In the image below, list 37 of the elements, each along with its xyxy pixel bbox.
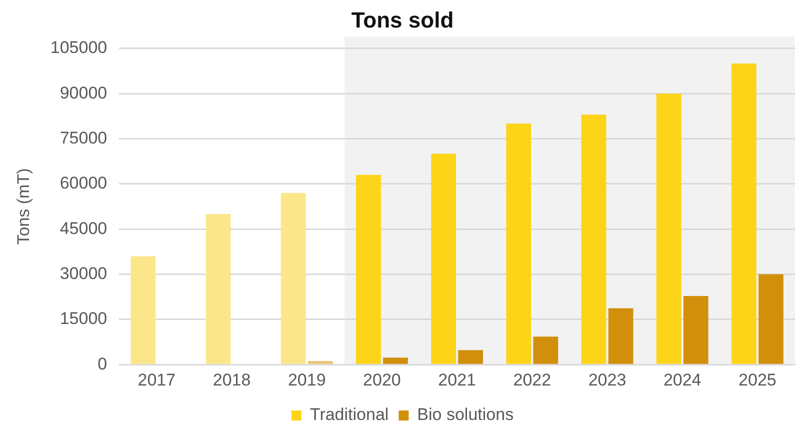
x-tick-label: 2021 bbox=[438, 370, 476, 390]
y-tick-label: 15000 bbox=[60, 309, 108, 328]
y-tick-label: 75000 bbox=[60, 128, 108, 148]
y-tick-label: 45000 bbox=[60, 218, 108, 238]
x-tick-label: 2020 bbox=[363, 370, 401, 390]
x-tick-label: 2024 bbox=[663, 370, 702, 390]
x-tick-label: 2019 bbox=[288, 370, 326, 390]
bar bbox=[656, 94, 682, 364]
bar bbox=[308, 360, 333, 364]
bar bbox=[458, 350, 484, 364]
legend-label: Traditional bbox=[310, 405, 389, 424]
legend-label: Bio solutions bbox=[417, 405, 514, 424]
bar bbox=[130, 256, 156, 364]
bar bbox=[732, 63, 756, 364]
bar bbox=[581, 114, 606, 364]
x-tick-label: 2017 bbox=[138, 370, 176, 390]
x-tick-label: 2023 bbox=[588, 370, 626, 390]
x-tick-label: 2018 bbox=[212, 370, 251, 390]
bar bbox=[683, 296, 708, 364]
bar bbox=[383, 358, 408, 364]
bar bbox=[533, 336, 558, 364]
y-tick-label: 60000 bbox=[60, 174, 108, 193]
bar bbox=[506, 124, 532, 364]
bar bbox=[431, 154, 456, 364]
y-tick-label: 105000 bbox=[50, 38, 108, 58]
y-axis-title: Tons (mT) bbox=[14, 168, 33, 245]
bar bbox=[206, 214, 231, 364]
y-tick-label: 30000 bbox=[60, 264, 108, 283]
bar bbox=[280, 192, 306, 364]
bar bbox=[758, 274, 784, 364]
bar bbox=[356, 174, 381, 364]
y-tick-label: 0 bbox=[98, 354, 108, 374]
y-tick-label: 90000 bbox=[60, 83, 108, 102]
x-tick-label: 2025 bbox=[738, 370, 776, 390]
bar bbox=[608, 308, 634, 364]
chart-title: Tons sold bbox=[351, 7, 454, 32]
x-tick-label: 2022 bbox=[513, 370, 552, 390]
